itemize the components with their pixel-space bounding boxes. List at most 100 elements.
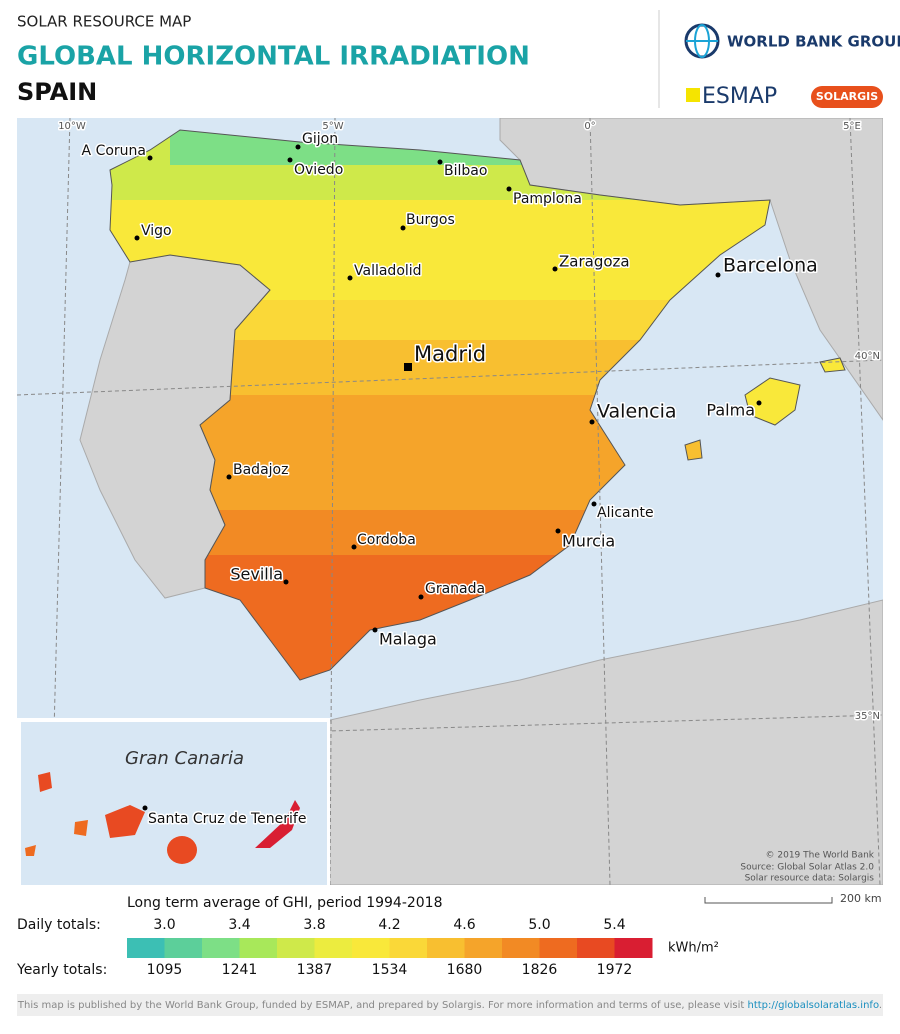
- yearly-tick-label: 1680: [447, 962, 483, 978]
- city-label: Cordoba: [357, 532, 416, 548]
- unit: kWh/m²: [668, 941, 719, 956]
- city-label: Murcia: [562, 532, 615, 551]
- scale-bar: [704, 897, 833, 904]
- city-dot: [555, 528, 561, 534]
- city-label: Zaragoza: [559, 253, 630, 271]
- city-dot: [287, 157, 293, 163]
- city-dot: [400, 225, 406, 231]
- yearly-tick-label: 1972: [597, 962, 633, 978]
- map: A Coruna Gijon Oviedo Bilbao Pamplona Burgos V…: [17, 118, 883, 885]
- city-label: Sevilla: [230, 565, 283, 584]
- city-label: Oviedo: [294, 162, 343, 178]
- city-dot: [437, 159, 443, 165]
- inset-city: Santa Cruz de Tenerife: [148, 811, 306, 827]
- city-dot: [418, 594, 424, 600]
- daily-tick-label: 3.4: [228, 917, 250, 933]
- daily-tick-label: 4.6: [453, 917, 475, 933]
- city-label: A Coruna: [82, 143, 146, 159]
- world-bank-logo: WORLD BANK GROUP: [684, 23, 900, 59]
- yearly-tick-label: 1241: [222, 962, 258, 978]
- legend-swatch: [614, 938, 653, 958]
- city-dot: [147, 155, 153, 161]
- city-label: Valladolid: [354, 263, 422, 279]
- legend-swatch: [502, 938, 540, 958]
- footer-text: This map is published by the World Bank …: [17, 1000, 744, 1011]
- city-dot: [715, 272, 721, 278]
- city-dot: [506, 186, 512, 192]
- daily-tick-label: 3.0: [153, 917, 175, 933]
- city-dot: [591, 501, 597, 507]
- yearly-tick-label: 1826: [522, 962, 558, 978]
- graticule-label: 10°W: [58, 121, 86, 132]
- inset-title: Gran Canaria: [125, 748, 244, 769]
- title: GLOBAL HORIZONTAL IRRADIATION: [17, 42, 530, 72]
- daily-tick-label: 3.8: [303, 917, 325, 933]
- daily-tick-label: 5.4: [603, 917, 625, 933]
- legend-swatch: [202, 938, 240, 958]
- solargis-text: SOLARGIS: [816, 90, 878, 103]
- city-label: Pamplona: [513, 191, 582, 207]
- credit: Solar resource data: Solargis: [745, 874, 875, 884]
- footer-end: .: [879, 1000, 882, 1011]
- yearly-tick-label: 1534: [372, 962, 408, 978]
- city-dot: [226, 474, 232, 480]
- city-label: Vigo: [141, 223, 172, 239]
- credit: Source: Global Solar Atlas 2.0: [740, 863, 874, 873]
- city-dot: [552, 266, 558, 272]
- city-label: Badajoz: [233, 462, 288, 478]
- world-bank-text: WORLD BANK GROUP: [727, 33, 900, 51]
- graticule-label: 0°: [584, 121, 595, 132]
- footer: This map is published by the World Bank …: [17, 1000, 882, 1011]
- graticule-label: 35°N: [855, 711, 880, 722]
- legend-swatch: [427, 938, 465, 958]
- legend-swatch: [389, 938, 428, 958]
- city-dot: [134, 235, 140, 241]
- city-label: Alicante: [597, 505, 654, 521]
- city-dot: [372, 627, 378, 633]
- capital-marker: [404, 363, 412, 371]
- legend-swatch: [164, 938, 203, 958]
- legend-swatch: [464, 938, 503, 958]
- legend-swatch: [577, 938, 615, 958]
- city-label: Palma: [706, 401, 755, 420]
- legend-swatch: [314, 938, 353, 958]
- footer-link[interactable]: http://globalsolaratlas.info: [747, 1000, 878, 1011]
- yearly-label: Yearly totals:: [16, 962, 107, 978]
- esmap-text: ESMAP: [702, 84, 777, 109]
- city-label: Burgos: [406, 212, 455, 228]
- daily-tick-label: 4.2: [378, 917, 400, 933]
- city-dot: [283, 579, 289, 585]
- city-dot: [351, 544, 357, 550]
- city-label: Bilbao: [444, 163, 487, 179]
- graticule-label: 5°E: [843, 121, 861, 132]
- city-label: Malaga: [379, 630, 437, 649]
- legend-swatch: [539, 938, 578, 958]
- kicker: SOLAR RESOURCE MAP: [17, 13, 191, 31]
- city-dot: [347, 275, 353, 281]
- city-label: Madrid: [414, 342, 486, 366]
- footer-bg: [17, 994, 883, 1016]
- esmap-icon: [686, 88, 700, 102]
- city-label: Valencia: [597, 401, 677, 423]
- legend-swatch: [352, 938, 390, 958]
- yearly-tick-label: 1095: [147, 962, 183, 978]
- city-dot: [295, 144, 301, 150]
- city-label: Granada: [425, 581, 485, 597]
- inset: Gran Canaria Santa Cruz de Tenerife: [17, 718, 330, 885]
- graticule-label: 40°N: [855, 351, 880, 362]
- legend-swatch: [277, 938, 315, 958]
- city-dot: [589, 419, 595, 425]
- graticule-label: 5°W: [322, 121, 343, 132]
- scale-label: 200 km: [840, 892, 882, 905]
- city-dot: [756, 400, 762, 406]
- legend-title: Long term average of GHI, period 1994-20…: [127, 895, 443, 911]
- country: SPAIN: [17, 78, 97, 106]
- daily-tick-label: 5.0: [528, 917, 550, 933]
- legend-swatch: [127, 938, 165, 958]
- legend-swatch: [239, 938, 278, 958]
- yearly-tick-label: 1387: [297, 962, 333, 978]
- credit: © 2019 The World Bank: [766, 851, 875, 861]
- daily-label: Daily totals:: [17, 917, 101, 933]
- city-label: Barcelona: [723, 255, 818, 277]
